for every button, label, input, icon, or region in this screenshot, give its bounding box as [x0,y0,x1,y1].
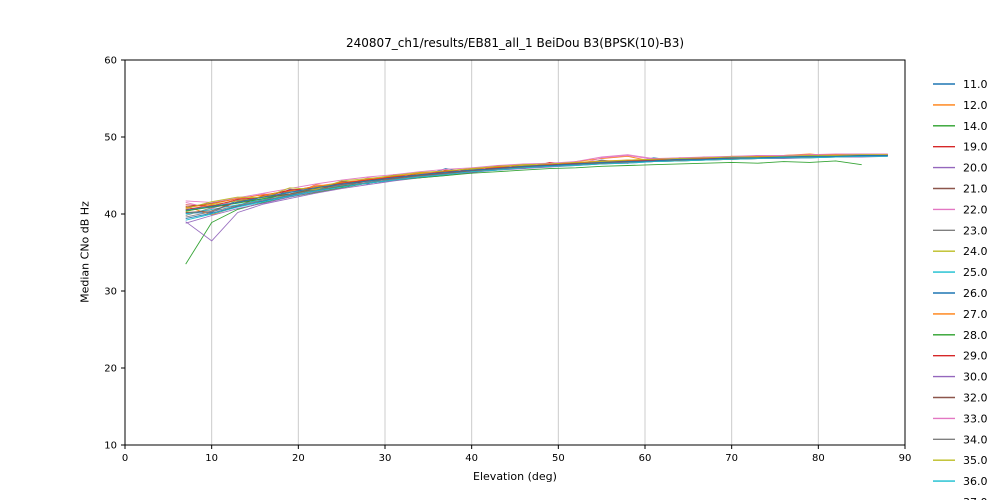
y-tick-label: 40 [104,210,117,221]
series-line-37.0 [185,155,888,211]
series-line-33.0 [185,153,888,203]
y-tick-label: 60 [104,56,117,67]
legend-label-30.0: 30.0 [963,371,988,384]
y-tick-label: 30 [104,287,117,298]
chart-title: 240807_ch1/results/EB81_all_1 BeiDou B3(… [345,36,685,50]
series-line-35.0 [185,154,888,210]
x-tick-label: 30 [379,453,392,464]
x-tick-label: 70 [725,453,738,464]
legend-label-32.0: 32.0 [963,392,988,405]
legend-label-29.0: 29.0 [963,350,988,363]
y-axis-label: Median CNo dB Hz [78,201,92,303]
series-line-14.0 [185,155,862,265]
legend-label-26.0: 26.0 [963,287,988,300]
legend-label-14.0: 14.0 [963,120,988,133]
legend-label-19.0: 19.0 [963,141,988,154]
x-axis-label: Elevation (deg) [473,470,557,483]
legend-label-20.0: 20.0 [963,162,988,175]
y-tick-label: 50 [104,133,117,144]
x-tick-label: 60 [639,453,652,464]
legend-label-36.0: 36.0 [963,475,988,488]
legend-label-34.0: 34.0 [963,433,988,446]
series-line-26.0 [185,155,888,220]
legend-label-22.0: 22.0 [963,203,988,216]
series-line-12.0 [185,153,888,216]
x-tick-label: 40 [465,453,478,464]
legend-label-37.0: 37.0 [963,496,988,500]
legend-label-25.0: 25.0 [963,266,988,279]
x-tick-label: 50 [552,453,565,464]
x-tick-label: 90 [899,453,912,464]
legend-label-23.0: 23.0 [963,224,988,237]
series-line-36.0 [185,155,888,221]
y-tick-label: 10 [104,441,117,452]
legend-label-11.0: 11.0 [963,78,988,91]
series-line-19.0 [185,154,888,210]
legend-label-24.0: 24.0 [963,245,988,258]
legend-label-28.0: 28.0 [963,329,988,342]
series-line-28.0 [185,160,862,212]
plot-area-border [124,59,906,446]
legend-label-12.0: 12.0 [963,99,988,112]
x-tick-label: 10 [205,453,218,464]
y-tick-label: 20 [104,364,117,375]
legend-label-21.0: 21.0 [963,183,988,196]
x-tick-label: 0 [122,453,128,464]
legend-label-33.0: 33.0 [963,412,988,425]
series-line-21.0 [185,154,888,208]
legend-label-35.0: 35.0 [963,454,988,467]
x-tick-label: 20 [292,453,305,464]
x-tick-label: 80 [812,453,825,464]
legend-label-27.0: 27.0 [963,308,988,321]
